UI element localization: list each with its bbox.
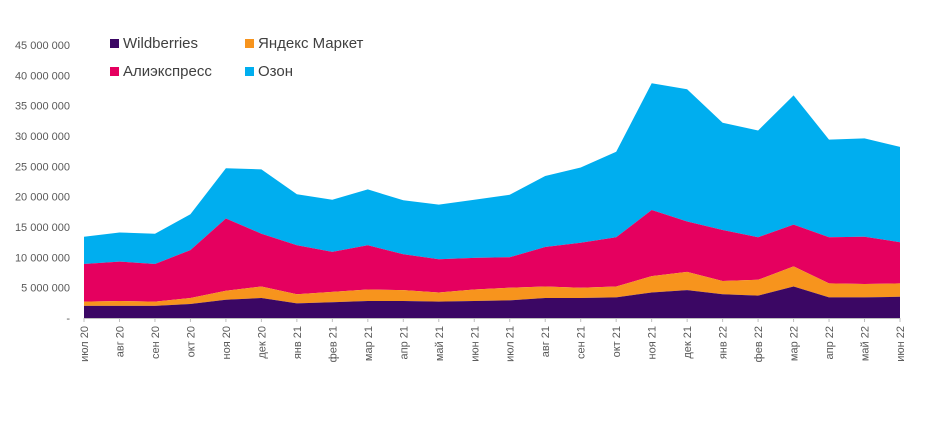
x-tick-label: мар 22 <box>789 326 801 361</box>
legend-item-wildberries: Wildberries <box>110 35 198 52</box>
legend-label: Wildberries <box>123 35 198 52</box>
area-series-яндекс-маркет <box>84 266 900 306</box>
legend-swatch <box>110 39 119 48</box>
legend-label: Озон <box>258 63 293 80</box>
x-tick-label: окт 21 <box>611 326 623 357</box>
x-tick-label: дек 20 <box>256 326 268 359</box>
x-tick-label: янв 21 <box>292 326 304 359</box>
x-tick-label: дек 21 <box>682 326 694 359</box>
x-tick-label: май 22 <box>860 326 872 361</box>
x-tick-label: июл 20 <box>79 326 91 362</box>
y-tick-label: 10 000 000 <box>15 252 70 264</box>
x-tick-label: июн 21 <box>469 326 481 362</box>
x-axis-ticks: июл 20 авг 20 сен 20 окт 20 ноя 20 дек 20 янв … <box>79 318 907 362</box>
legend: Wildberries Яндекс Маркет Алиэкспресс Озон <box>110 35 364 80</box>
x-tick-label: мар 21 <box>363 326 375 361</box>
x-tick-label: янв 22 <box>718 326 730 359</box>
legend-item-яндекс-маркет: Яндекс Маркет <box>245 35 364 52</box>
area-series-wildberries <box>84 286 900 318</box>
x-tick-label: сен 20 <box>150 326 162 359</box>
area-series-алиэкспресс <box>84 210 900 302</box>
x-tick-label: ноя 21 <box>647 326 659 359</box>
y-tick-label: 30 000 000 <box>15 131 70 143</box>
area-series-озон <box>84 83 900 264</box>
x-tick-label: авг 21 <box>540 326 552 357</box>
legend-swatch <box>245 39 254 48</box>
x-tick-label: июн 22 <box>895 326 907 362</box>
x-tick-label: апр 22 <box>824 326 836 359</box>
y-tick-label: 20 000 000 <box>15 192 70 204</box>
legend-item-алиэкспресс: Алиэкспресс <box>110 63 212 80</box>
x-tick-label: авг 20 <box>114 326 126 357</box>
y-tick-label: 45 000 000 <box>15 40 70 52</box>
y-axis-ticks: - 5 000 000 10 000 000 15 000 000 20 000 000… <box>15 40 70 325</box>
y-tick-label: 15 000 000 <box>15 222 70 234</box>
legend-label: Алиэкспресс <box>123 63 212 80</box>
y-tick-label: - <box>66 313 70 325</box>
y-tick-label: 5 000 000 <box>21 283 70 295</box>
y-tick-label: 35 000 000 <box>15 101 70 113</box>
x-tick-label: фев 21 <box>327 326 339 362</box>
legend-swatch <box>110 67 119 76</box>
x-tick-label: май 21 <box>434 326 446 361</box>
legend-label: Яндекс Маркет <box>258 35 364 52</box>
x-tick-label: апр 21 <box>398 326 410 359</box>
legend-item-озон: Озон <box>245 63 293 80</box>
x-tick-label: сен 21 <box>576 326 588 359</box>
legend-swatch <box>245 67 254 76</box>
x-tick-label: ноя 20 <box>221 326 233 359</box>
x-tick-label: окт 20 <box>185 326 197 357</box>
x-tick-label: фев 22 <box>753 326 765 362</box>
area-layers <box>84 83 900 318</box>
y-tick-label: 25 000 000 <box>15 161 70 173</box>
x-tick-label: июл 21 <box>505 326 517 362</box>
y-tick-label: 40 000 000 <box>15 70 70 82</box>
